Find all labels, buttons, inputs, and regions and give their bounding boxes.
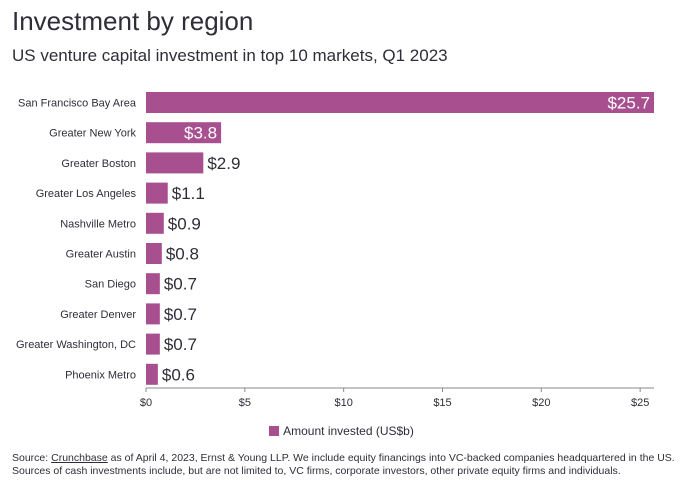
- legend-swatch: [269, 426, 280, 436]
- bar: [146, 273, 160, 295]
- x-tick-label: $0: [140, 397, 152, 409]
- category-label: Greater Washington, DC: [16, 339, 136, 351]
- footnote-text: as of April 4, 2023, Ernst & Young LLP. …: [12, 452, 675, 477]
- bar: [146, 303, 160, 325]
- footnote-prefix: Source:: [12, 452, 52, 464]
- x-tick-label: $10: [334, 397, 352, 409]
- data-label: $2.9: [207, 154, 240, 173]
- category-label: Greater New York: [49, 128, 136, 140]
- chart-legend: Amount invested (US$b): [0, 424, 683, 438]
- source-footnote: Source: Crunchbase as of April 4, 2023, …: [12, 452, 676, 478]
- bar: [146, 182, 168, 204]
- chart-subtitle: US venture capital investment in top 10 …: [12, 46, 448, 65]
- crunchbase-link[interactable]: Crunchbase: [51, 452, 108, 464]
- category-label: Nashville Metro: [60, 218, 136, 230]
- bar: [146, 333, 160, 355]
- category-label: Phoenix Metro: [65, 369, 136, 381]
- x-tick-label: $20: [532, 397, 550, 409]
- data-label: $0.7: [164, 275, 197, 294]
- category-label: San Diego: [85, 279, 136, 291]
- bar: [146, 212, 164, 234]
- data-label: $0.7: [164, 335, 197, 354]
- data-label: $0.7: [164, 305, 197, 324]
- bar-chart: San Francisco Bay Area $25.7 Greater New Y…: [16, 92, 654, 409]
- x-tick-label: $15: [433, 397, 451, 409]
- bar: [146, 152, 204, 174]
- legend-label: Amount invested (US$b): [283, 424, 414, 438]
- data-label: $25.7: [607, 94, 650, 113]
- x-tick-label: $25: [631, 397, 649, 409]
- data-label: $0.9: [168, 214, 201, 233]
- bar: [146, 363, 158, 385]
- category-label: Greater Boston: [61, 158, 136, 170]
- data-label: $0.6: [162, 365, 195, 384]
- data-label: $1.1: [172, 184, 205, 203]
- category-label: Greater Austin: [66, 249, 136, 261]
- category-label: Greater Denver: [60, 309, 136, 321]
- bar: [146, 92, 654, 113]
- data-label: $3.8: [184, 124, 217, 143]
- x-tick-label: $5: [239, 397, 251, 409]
- category-label: San Francisco Bay Area: [18, 98, 137, 110]
- data-label: $0.8: [166, 245, 199, 264]
- category-label: Greater Los Angeles: [36, 188, 137, 200]
- bar: [146, 122, 222, 144]
- bar: [146, 243, 162, 264]
- chart-title: Investment by region: [12, 6, 254, 36]
